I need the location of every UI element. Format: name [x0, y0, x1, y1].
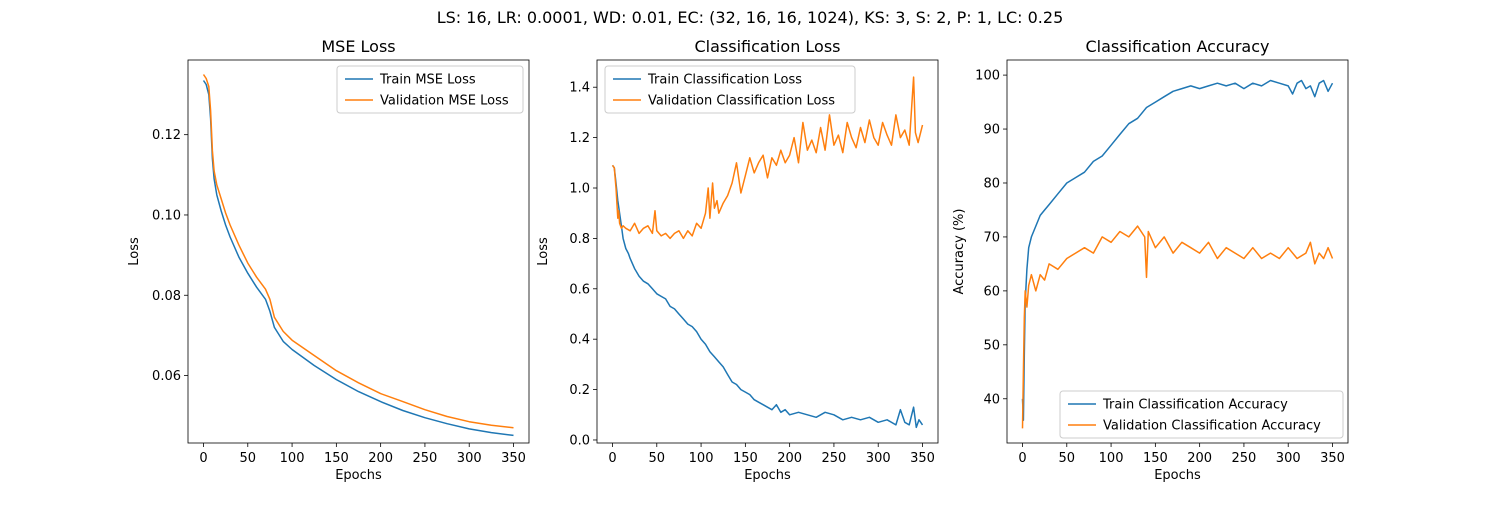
x-tick-label: 300 — [457, 451, 482, 466]
x-tick-label: 200 — [777, 451, 802, 466]
panel-title: MSE Loss — [321, 37, 395, 56]
legend: Train MSE Loss Validation MSE Loss — [336, 65, 524, 114]
x-tick-label: 350 — [501, 451, 526, 466]
y-tick-label: 70 — [983, 230, 1000, 245]
x-tick-label: 50 — [240, 451, 257, 466]
y-tick-label: 0.10 — [152, 208, 181, 223]
x-tick-label: 250 — [822, 451, 847, 466]
x-tick-label: 0 — [1018, 451, 1026, 466]
x-tick-label: 50 — [649, 451, 666, 466]
x-tick-label: 200 — [1187, 451, 1212, 466]
x-axis-label: Epochs — [335, 468, 382, 483]
validation-mse-loss-line — [202, 74, 514, 429]
y-tick-label: 0.12 — [152, 128, 181, 143]
x-tick-label: 0 — [199, 451, 207, 466]
legend-box — [1059, 390, 1344, 439]
y-tick-label: 90 — [983, 123, 1000, 138]
panel-title: Classification Accuracy — [1086, 37, 1270, 56]
legend-label: Train Classification Loss — [647, 73, 802, 88]
axes-frame — [1006, 59, 1349, 444]
y-tick-label: 0.0 — [569, 433, 590, 448]
classification-accuracy-panel: 0 50 100 150 200 250 300 350 40 50 60 70 80 90 100 Clas… — [952, 37, 1349, 483]
y-tick-label: 100 — [975, 69, 1000, 84]
x-tick-label: 50 — [1059, 451, 1076, 466]
legend-label: Validation Classification Loss — [648, 94, 835, 109]
x-tick-label: 350 — [910, 451, 935, 466]
y-tick-label: 0.08 — [152, 289, 181, 304]
figure-suptitle: LS: 16, LR: 0.0001, WD: 0.01, EC: (32, 1… — [437, 8, 1064, 27]
y-tick-label: 50 — [983, 338, 1000, 353]
mse-loss-panel: 0 50 100 150 200 250 300 350 0.06 0.08 0.10 0.12 MSE… — [127, 37, 530, 483]
legend-label: Validation MSE Loss — [380, 94, 509, 109]
train-classification-accuracy-line — [1021, 79, 1334, 422]
train-classification-loss-line — [611, 164, 924, 429]
validation-classification-loss-line — [611, 76, 924, 240]
legend-box — [336, 65, 524, 114]
x-tick-label: 150 — [324, 451, 349, 466]
y-tick-label: 0.06 — [152, 369, 181, 384]
x-axis-label: Epochs — [744, 468, 791, 483]
legend-label: Train Classification Accuracy — [1102, 398, 1288, 413]
x-tick-label: 150 — [1143, 451, 1168, 466]
y-axis-label: Loss — [536, 237, 551, 266]
legend-label: Validation Classification Accuracy — [1103, 419, 1321, 434]
series-group — [1021, 79, 1334, 429]
y-tick-label: 1.0 — [569, 182, 590, 197]
y-tick-label: 0.2 — [569, 383, 590, 398]
y-tick-label: 0.6 — [569, 282, 590, 297]
legend-box — [604, 65, 856, 114]
y-tick-label: 1.4 — [569, 81, 590, 96]
axes-frame — [596, 59, 939, 444]
y-tick-label: 40 — [983, 392, 1000, 407]
legend: Train Classification Loss Validation Clas… — [604, 65, 856, 114]
y-tick-label: 0.4 — [569, 333, 590, 348]
classification-loss-panel: 0 50 100 150 200 250 300 350 0.0 0.2 0.4 0.6 0.8 1.0 1… — [536, 37, 939, 483]
series-group — [611, 76, 924, 429]
legend: Train Classification Accuracy Validation … — [1059, 390, 1344, 439]
x-tick-label: 200 — [368, 451, 393, 466]
x-axis-label: Epochs — [1154, 468, 1201, 483]
series-group — [202, 74, 514, 437]
y-tick-label: 80 — [983, 176, 1000, 191]
y-axis-label: Loss — [127, 237, 142, 266]
y-tick-label: 0.8 — [569, 232, 590, 247]
x-tick-label: 350 — [1320, 451, 1345, 466]
legend-label: Train MSE Loss — [379, 73, 476, 88]
axes-frame — [187, 59, 530, 444]
x-tick-label: 250 — [1232, 451, 1257, 466]
x-tick-label: 150 — [733, 451, 758, 466]
x-tick-label: 300 — [1276, 451, 1301, 466]
x-tick-label: 100 — [1099, 451, 1124, 466]
validation-classification-accuracy-line — [1021, 225, 1334, 429]
x-tick-label: 300 — [866, 451, 891, 466]
x-tick-label: 100 — [689, 451, 714, 466]
x-tick-label: 250 — [413, 451, 438, 466]
y-tick-label: 1.2 — [569, 131, 590, 146]
y-axis-label: Accuracy (%) — [952, 209, 967, 295]
panel-title: Classification Loss — [694, 37, 840, 56]
x-tick-label: 0 — [608, 451, 616, 466]
x-tick-label: 100 — [280, 451, 305, 466]
y-tick-label: 60 — [983, 284, 1000, 299]
